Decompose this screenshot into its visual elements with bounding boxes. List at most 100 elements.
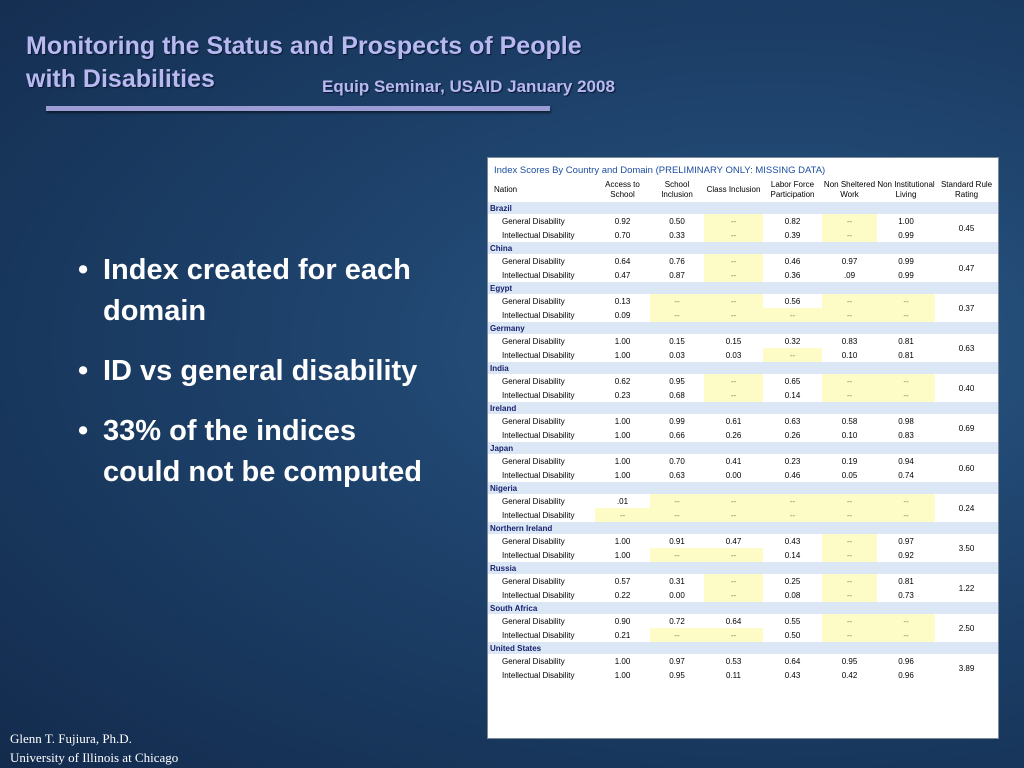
missing-index-cell: --: [822, 294, 877, 308]
index-score-cell: 0.83: [898, 430, 914, 440]
index-score-cell: 0.57: [614, 576, 631, 586]
disability-type-label: General Disability: [502, 576, 565, 586]
missing-index-cell: --: [704, 228, 763, 242]
index-score-cell: 0.81: [898, 336, 914, 346]
index-score-cell: 0.15: [725, 336, 742, 346]
index-score-cell: 1.00: [614, 456, 631, 466]
table-row: General Disability 0.92 0.50 -- 0.82 -- 1.00 0.…: [488, 214, 999, 242]
index-score-cell: 0.43: [784, 670, 801, 680]
missing-index-cell: --: [650, 308, 704, 322]
index-score-cell: 0.21: [614, 630, 631, 640]
index-score-cell: 0.23: [614, 390, 631, 400]
index-score-cell: 0.64: [725, 616, 742, 626]
disability-type-label: General Disability: [502, 216, 565, 226]
country-band: [595, 602, 999, 614]
standard-rule-rating-cell: 3.89: [935, 654, 999, 682]
index-score-cell: 0.26: [784, 430, 801, 440]
index-score-cell: 0.81: [898, 350, 914, 360]
missing-index-cell: --: [822, 494, 877, 508]
missing-index-cell: --: [704, 588, 763, 602]
bullet-dot-icon: •: [78, 415, 89, 447]
missing-index-cell: --: [650, 508, 704, 522]
disability-type-label: Intellectual Disability: [502, 230, 575, 240]
disability-type-label: General Disability: [502, 296, 565, 306]
country-name: South Africa: [488, 602, 595, 614]
missing-index-cell: --: [704, 308, 763, 322]
standard-rule-rating-cell: 0.69: [935, 414, 999, 442]
missing-index-cell: --: [822, 588, 877, 602]
index-score-cell: 1.00: [614, 416, 631, 426]
country-row: Japan: [488, 442, 999, 454]
index-score-cell: 0.68: [669, 390, 685, 400]
missing-index-cell: --: [704, 388, 763, 402]
index-score-cell: 0.97: [669, 656, 685, 666]
country-name: Brazil: [488, 202, 595, 214]
index-score-cell: 0.72: [669, 616, 685, 626]
disability-type-label: Intellectual Disability: [502, 510, 575, 520]
disability-type-label: Intellectual Disability: [502, 550, 575, 560]
country-row: Nigeria: [488, 482, 999, 494]
index-score-cell: 0.10: [841, 350, 858, 360]
country-name: India: [488, 362, 595, 374]
table-row: General Disability 1.00 0.91 0.47 0.43 -- 0.97…: [488, 534, 999, 562]
index-score-cell: 0.47: [614, 270, 631, 280]
disability-type-label: Intellectual Disability: [502, 590, 575, 600]
table-row: Intellectual Disability 0.21 -- -- 0.50 -- --: [488, 628, 998, 642]
index-score-cell: 0.26: [725, 430, 742, 440]
index-score-cell: 0.03: [669, 350, 685, 360]
disability-type-label: General Disability: [502, 376, 565, 386]
column-header: Class Inclusion: [706, 184, 761, 194]
missing-index-cell: --: [822, 614, 877, 628]
country-row: Germany: [488, 322, 999, 334]
index-scores-table: Index Scores By Country and Domain (PREL…: [488, 158, 999, 682]
disability-type-label: Intellectual Disability: [502, 670, 575, 680]
missing-index-cell: --: [877, 374, 935, 388]
country-name: Germany: [488, 322, 595, 334]
column-header: Access to School: [605, 180, 640, 199]
index-score-cell: 0.10: [841, 430, 858, 440]
table-row: Intellectual Disability 1.00 0.63 0.00 0.46 0…: [488, 468, 998, 482]
index-score-cell: 0.70: [614, 230, 631, 240]
index-score-cell: 0.70: [669, 456, 685, 466]
table-row: General Disability 0.90 0.72 0.64 0.55 -- -- 2.…: [488, 614, 999, 642]
country-band: [595, 562, 999, 574]
missing-index-cell: --: [650, 628, 704, 642]
index-score-cell: 1.00: [614, 536, 631, 546]
missing-index-cell: --: [822, 628, 877, 642]
missing-index-cell: --: [704, 548, 763, 562]
table-row: General Disability 0.62 0.95 -- 0.65 -- -- 0.40: [488, 374, 999, 402]
missing-index-cell: --: [704, 294, 763, 308]
index-score-cell: 0.15: [669, 336, 685, 346]
table-row: Intellectual Disability 1.00 0.03 0.03 -- 0.1…: [488, 348, 998, 362]
disability-type-label: General Disability: [502, 656, 565, 666]
table-row: General Disability 1.00 0.97 0.53 0.64 0.95 0.…: [488, 654, 999, 682]
country-band: [595, 402, 999, 414]
table-body: Brazil General Disability 0.92 0.50 -- 0.82 --…: [488, 202, 999, 682]
index-score-cell: 0.63: [669, 470, 685, 480]
standard-rule-rating-cell: 2.50: [935, 614, 999, 642]
table-row: General Disability 1.00 0.15 0.15 0.32 0.83 0.…: [488, 334, 999, 362]
column-header: School Inclusion: [661, 180, 693, 199]
index-score-cell: 0.00: [669, 590, 685, 600]
table-row: Intellectual Disability 0.09 -- -- -- -- --: [488, 308, 998, 322]
missing-index-cell: --: [763, 348, 822, 362]
table-row: Intellectual Disability 0.70 0.33 -- 0.39 -- 0…: [488, 228, 998, 242]
standard-rule-rating-cell: 0.60: [935, 454, 999, 482]
index-score-cell: 0.97: [898, 536, 914, 546]
index-score-cell: 0.65: [784, 376, 801, 386]
table-row: Intellectual Disability -- -- -- -- -- --: [488, 508, 998, 522]
country-name: Russia: [488, 562, 595, 574]
index-score-cell: 0.62: [614, 376, 631, 386]
column-header: Non Institutional Living: [877, 180, 935, 199]
index-score-cell: 0.39: [784, 230, 801, 240]
index-score-cell: 0.03: [725, 350, 742, 360]
index-score-cell: 0.33: [669, 230, 685, 240]
table-row: Intellectual Disability 0.22 0.00 -- 0.08 -- 0…: [488, 588, 998, 602]
slide-subtitle: Equip Seminar, USAID January 2008: [322, 77, 615, 96]
index-score-cell: 0.32: [784, 336, 801, 346]
index-score-cell: 0.95: [669, 670, 685, 680]
table-caption-row: Index Scores By Country and Domain (PREL…: [488, 158, 998, 178]
index-score-cell: 0.96: [898, 656, 914, 666]
missing-index-cell: --: [650, 494, 704, 508]
missing-index-cell: --: [822, 374, 877, 388]
